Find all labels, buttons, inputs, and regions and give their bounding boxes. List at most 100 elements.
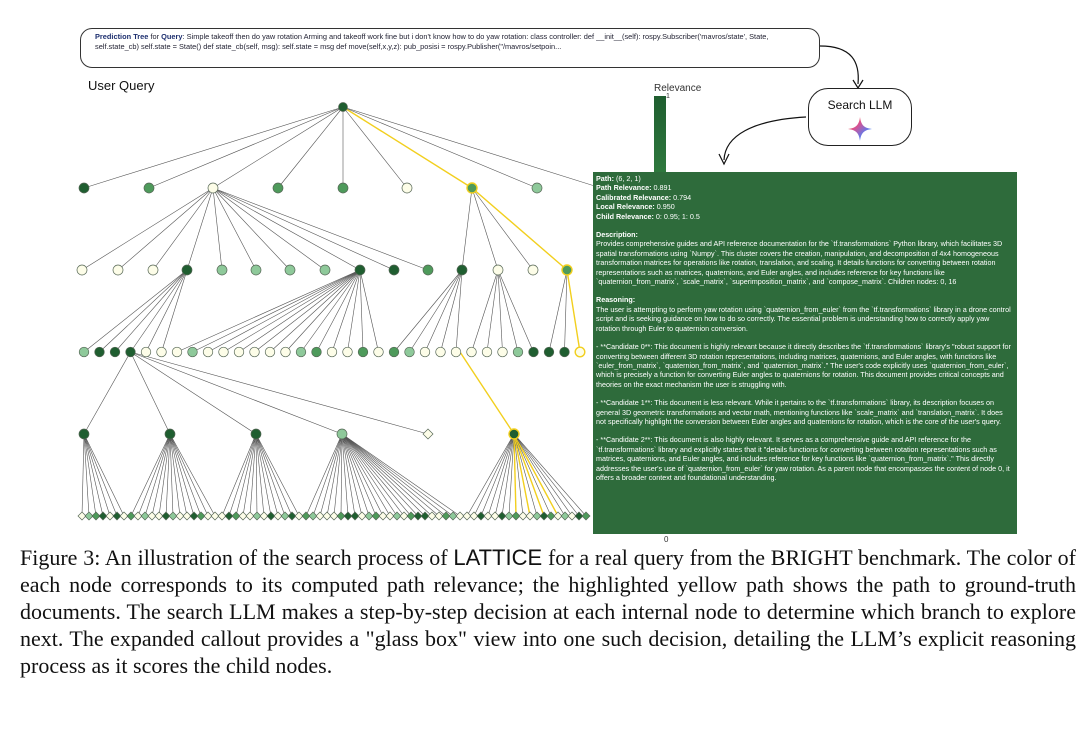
tree-node <box>512 346 524 358</box>
tree-node <box>404 346 415 358</box>
leaf-node <box>357 511 367 521</box>
tree-edge <box>83 433 97 517</box>
tree-edge <box>548 269 568 353</box>
tree-node <box>357 346 369 358</box>
leaf-node <box>259 511 269 521</box>
tree-edge <box>340 433 343 517</box>
tree-edge <box>212 187 291 271</box>
leaf-node <box>448 511 458 521</box>
leaf-node <box>77 511 87 521</box>
tree-node <box>250 428 262 440</box>
tree-edge <box>342 106 408 189</box>
tree-node <box>187 346 198 358</box>
leaf-node <box>567 511 577 521</box>
leaf-node <box>133 511 143 521</box>
tree-edge <box>130 351 429 435</box>
tree-node <box>272 182 284 194</box>
tree-edge <box>176 269 361 353</box>
tree-node <box>338 102 348 112</box>
local-relevance-value: 0.950 <box>654 202 675 212</box>
leaf-node <box>399 511 409 521</box>
tree-edge <box>161 269 188 353</box>
tree-node <box>497 346 508 358</box>
tree-edge <box>212 187 395 271</box>
tree-node <box>336 428 348 440</box>
tree-edge <box>341 433 454 517</box>
tree-node <box>280 346 291 358</box>
tree-edge <box>513 433 538 517</box>
tree-edge <box>305 433 343 517</box>
leaf-node <box>511 511 521 521</box>
highlighted-edge <box>513 433 545 517</box>
tree-edge <box>342 106 602 189</box>
tree-edge <box>255 433 279 517</box>
leaf-node <box>154 511 164 521</box>
tree-edge <box>341 433 426 517</box>
leaf-node <box>168 511 178 521</box>
tree-edge <box>466 433 515 517</box>
tree-edge <box>130 351 171 435</box>
leaf-node <box>539 511 549 521</box>
tree-edge <box>212 187 257 271</box>
leaf-node <box>273 511 283 521</box>
tree-node <box>422 264 434 276</box>
tree-edge <box>235 433 257 517</box>
tree-edge <box>137 433 171 517</box>
highlighted-edge <box>513 433 531 517</box>
tree-edge <box>513 433 587 517</box>
path-key: Path: <box>596 174 614 183</box>
tree-node <box>466 182 478 194</box>
leaf-node <box>553 511 563 521</box>
tree-edge <box>461 187 473 271</box>
leaf-node <box>497 511 507 521</box>
candidate-1-text: - **Candidate 1**: This document is less… <box>596 398 1003 426</box>
reasoning-callout: Path: (6, 2, 1) Path Relevance: 0.891 Ca… <box>593 172 1017 534</box>
caption-lead: Figure 3: An illustration of the search … <box>20 545 454 570</box>
leaf-node <box>371 511 381 521</box>
leaf-node <box>343 511 353 521</box>
leaf-node <box>196 511 206 521</box>
tree-edge <box>440 269 463 353</box>
tree-edge <box>342 106 538 189</box>
caption-rest: for a real query from the BRIGHT benchma… <box>20 545 1076 678</box>
tree-node <box>112 264 124 276</box>
leaf-node <box>574 511 584 521</box>
tree-edge <box>212 187 326 271</box>
tree-edge <box>145 269 188 353</box>
tree-edge <box>312 433 343 517</box>
highlighted-edge <box>459 351 515 435</box>
tree-edge <box>130 433 171 517</box>
tree-edge <box>333 433 343 517</box>
tree-edge <box>513 433 524 517</box>
tree-edge <box>254 269 361 353</box>
tree-node <box>326 346 338 358</box>
leaf-node <box>140 511 150 521</box>
callout-header: Path: (6, 2, 1) Path Relevance: 0.891 Ca… <box>596 174 1014 221</box>
tree-edge <box>393 269 463 353</box>
leaf-node <box>280 511 290 521</box>
tree-node <box>94 346 105 358</box>
tree-edge <box>359 269 379 353</box>
leaf-node <box>441 511 451 521</box>
tree-edge <box>192 269 361 353</box>
tree-edge <box>513 433 552 517</box>
tree-node <box>207 182 219 194</box>
tree-edge <box>130 351 257 435</box>
leaf-node <box>420 511 430 521</box>
tree-node <box>140 346 152 358</box>
tree-node <box>233 346 245 358</box>
leaf-node <box>518 511 528 521</box>
tree-edge <box>169 433 195 517</box>
tree-node <box>492 264 504 276</box>
child-relevance-key: Child Relevance: <box>596 211 654 221</box>
tree-node <box>181 264 193 276</box>
leaf-node <box>532 511 542 521</box>
tree-node <box>264 346 276 358</box>
tree-edge <box>471 187 534 271</box>
leaf-node <box>238 511 248 521</box>
calibrated-relevance-key: Calibrated Relevance: <box>596 192 672 202</box>
query-text: : Simple takeoff then do yaw rotation Ar… <box>95 32 769 51</box>
tree-edge <box>81 187 214 271</box>
leaf-node <box>483 511 493 521</box>
tree-node <box>249 346 260 358</box>
